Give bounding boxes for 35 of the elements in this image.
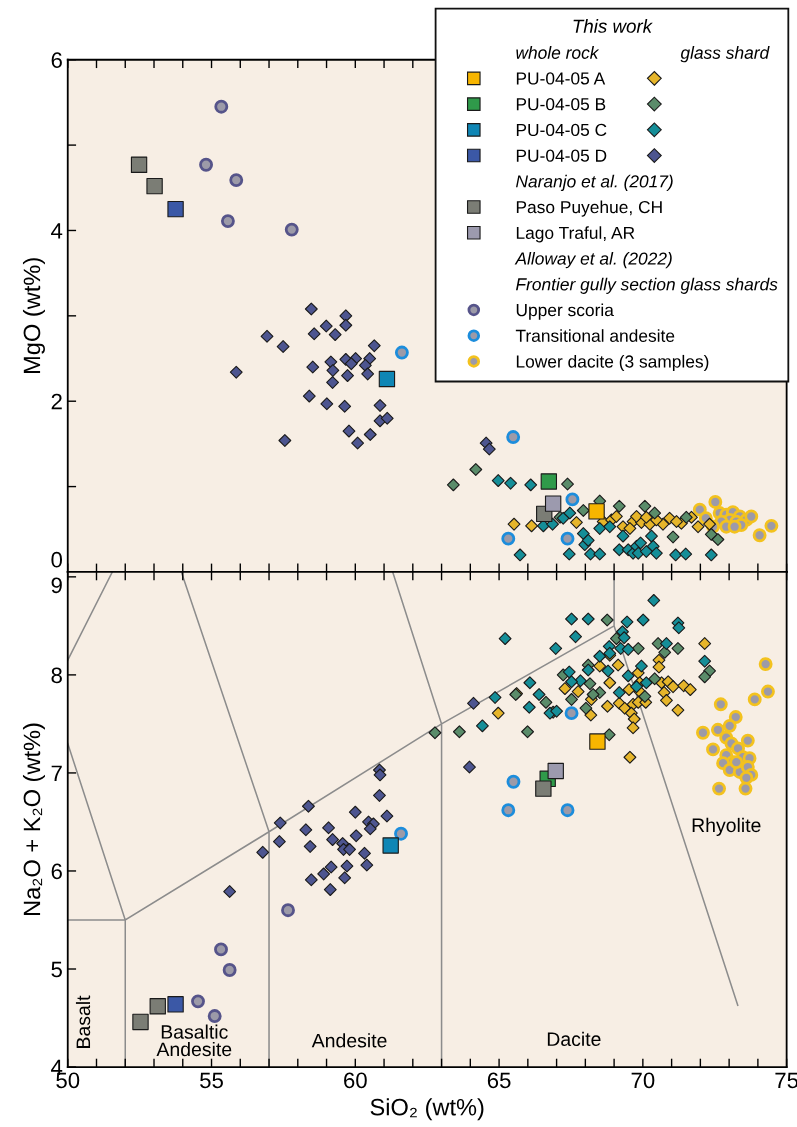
legend-label: PU-04-05 D: [516, 149, 607, 162]
annotation: Dacite: [547, 1031, 601, 1047]
x-axis-title: SiO₂ (wt%): [370, 1098, 484, 1121]
x-tick-label: 55: [200, 1072, 223, 1089]
legend-title: This work: [573, 19, 653, 33]
annotation: Alloway et al. (2022): [514, 251, 672, 269]
annotation: Rhyolite: [692, 817, 761, 836]
annotation: Naranjo et al. (2017): [515, 174, 673, 191]
x-tick-label: 60: [344, 1072, 367, 1089]
annotation: Basalt: [75, 995, 91, 1048]
y-tick-label: 4: [51, 223, 63, 239]
y-tick-label: 9: [51, 577, 62, 594]
legend-label: PU-04-05 B: [516, 98, 606, 111]
legend-label: PU-04-05 A: [516, 72, 606, 85]
annotation: Basaltic Andesite: [156, 1024, 232, 1057]
x-tick-label: 65: [487, 1072, 511, 1089]
legend-label: Transitional andesite: [515, 329, 675, 342]
legend-label: Lower dacite (3 samples): [516, 354, 709, 372]
y-tick-label: 5: [51, 961, 62, 978]
y-axis-title: MgO (wt%): [22, 258, 45, 373]
legend-label: Upper scoria: [516, 303, 614, 320]
y-tick-label: 2: [51, 393, 62, 410]
y-axis-title: Na₂O + K₂O (wt%): [22, 723, 45, 915]
y-tick-label: 0: [51, 551, 63, 568]
y-tick-label: 7: [51, 765, 62, 781]
legend-label: PU-04-05 C: [516, 123, 607, 137]
legend-label: Paso Puyehue, CH: [516, 200, 662, 217]
x-tick-label: 70: [631, 1072, 655, 1089]
y-tick-label: 6: [51, 863, 62, 880]
legend-label: Lago Traful, AR: [516, 226, 635, 243]
text: whole rock glass shard: [516, 46, 770, 63]
y-tick-label: 8: [51, 667, 62, 684]
annotation: Frontier gully section glass shards: [515, 277, 778, 294]
y-tick-label: 6: [51, 52, 62, 68]
annotation: Andesite: [311, 1033, 387, 1048]
